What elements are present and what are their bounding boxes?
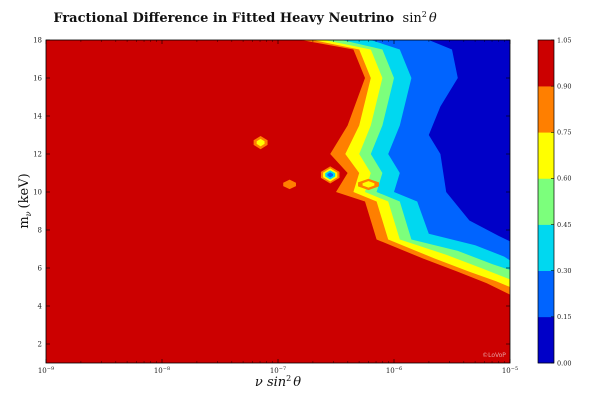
y-tick-label-4: 10 bbox=[33, 189, 42, 197]
y-tick-label-7: 16 bbox=[33, 75, 42, 83]
colorbar-band-6 bbox=[538, 40, 554, 87]
colorbar-label-4: 0.60 bbox=[557, 175, 571, 183]
contour-region-0 bbox=[428, 40, 510, 363]
x-tick-label-2: 10−7 bbox=[270, 366, 286, 375]
plot-area bbox=[46, 40, 510, 363]
colorbar-label-7: 1.05 bbox=[557, 36, 571, 44]
y-tick-label-0: 2 bbox=[38, 341, 42, 349]
colorbar-frame bbox=[537, 39, 555, 364]
x-tick-label-4: 10−5 bbox=[502, 366, 518, 375]
colorbar-label-6: 0.90 bbox=[557, 82, 571, 90]
y-tick-label-6: 14 bbox=[33, 113, 42, 121]
colorbar-band-4 bbox=[538, 132, 554, 179]
colorbar-label-0: 0.00 bbox=[557, 359, 571, 367]
colorbar-band-5 bbox=[538, 86, 554, 133]
contour-island-2-3 bbox=[327, 172, 334, 178]
colorbar-band-0 bbox=[538, 316, 554, 364]
x-axis: 10−9 10−8 10−7 10−6 10−5 bbox=[38, 40, 518, 375]
colorbar-band-1 bbox=[538, 270, 554, 318]
credit-watermark: ©LoVoP bbox=[482, 352, 506, 359]
x-axis-label: ν sin2 θ bbox=[255, 374, 301, 390]
y-axis: 2 4 6 8 10 12 14 16 18 bbox=[33, 37, 510, 349]
y-tick-label-2: 6 bbox=[38, 265, 43, 273]
colorbar-band-2 bbox=[538, 224, 554, 272]
x-tick-label-3: 10−6 bbox=[386, 366, 402, 375]
y-axis-label: mν(keV) bbox=[17, 173, 33, 228]
colorbar-band-3 bbox=[538, 178, 554, 225]
colorbar-label-3: 0.45 bbox=[557, 221, 571, 229]
colorbar-label-5: 0.75 bbox=[557, 129, 571, 137]
colorbar-label-1: 0.15 bbox=[557, 313, 571, 321]
colorbar-label-2: 0.30 bbox=[557, 267, 571, 275]
y-tick-label-8: 18 bbox=[33, 37, 42, 45]
y-tick-label-3: 8 bbox=[38, 227, 42, 235]
colorbar: 0.00 0.15 0.30 0.45 0.60 0.75 0.90 1.05 bbox=[537, 36, 571, 367]
contour-island-0-0 bbox=[283, 179, 296, 190]
x-tick-label-1: 10−8 bbox=[154, 366, 170, 375]
chart-title: Fractional Difference in Fitted Heavy Ne… bbox=[53, 10, 437, 26]
y-tick-label-1: 4 bbox=[38, 303, 43, 311]
contour-island-1-1 bbox=[256, 138, 265, 147]
contour-island-3-1 bbox=[362, 181, 375, 188]
y-tick-label-5: 12 bbox=[33, 151, 42, 159]
x-tick-label-0: 10−9 bbox=[38, 366, 54, 375]
